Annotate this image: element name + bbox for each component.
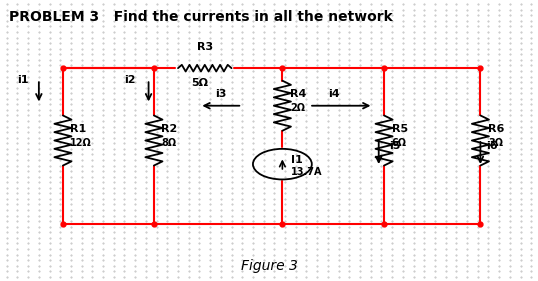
Text: i2: i2	[124, 76, 136, 85]
Text: I1: I1	[291, 155, 303, 165]
Text: Figure 3: Figure 3	[240, 259, 298, 273]
Text: 3Ω: 3Ω	[488, 138, 503, 148]
Text: 8Ω: 8Ω	[161, 138, 176, 148]
Text: 2Ω: 2Ω	[290, 103, 305, 113]
Text: R4: R4	[290, 89, 306, 99]
Text: R2: R2	[161, 124, 178, 134]
Text: i6: i6	[486, 141, 498, 151]
Text: R6: R6	[488, 124, 504, 134]
Text: i4: i4	[328, 89, 339, 99]
Text: R1: R1	[70, 124, 87, 134]
Text: PROBLEM 3   Find the currents in all the network: PROBLEM 3 Find the currents in all the n…	[10, 10, 393, 24]
Text: R5: R5	[392, 124, 408, 134]
Text: 13.7A: 13.7A	[291, 167, 322, 177]
Text: i3: i3	[216, 89, 227, 99]
Text: 12Ω: 12Ω	[70, 138, 92, 148]
Text: 5Ω: 5Ω	[191, 78, 208, 88]
Text: 6Ω: 6Ω	[392, 138, 407, 148]
Text: i5: i5	[390, 141, 401, 151]
Text: R3: R3	[197, 42, 213, 52]
Text: i1: i1	[17, 76, 29, 85]
